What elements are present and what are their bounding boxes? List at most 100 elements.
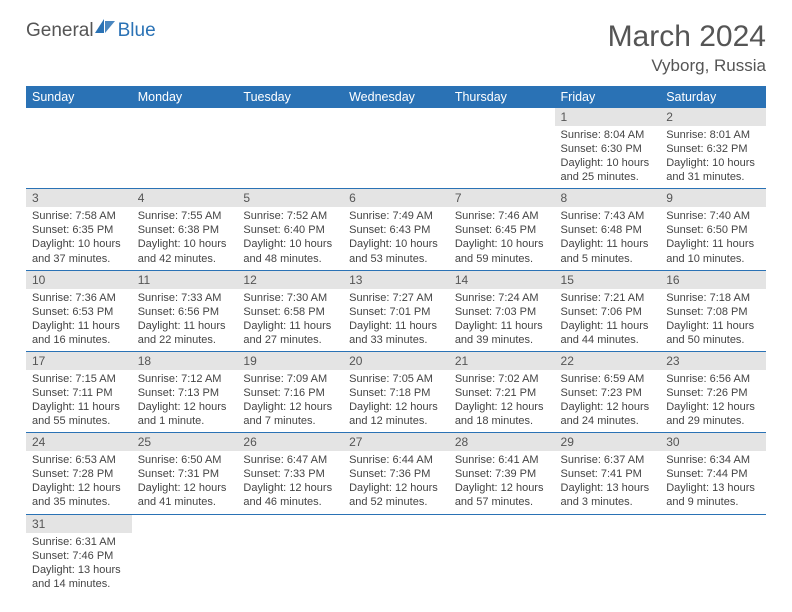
sunset-text: Sunset: 7:08 PM	[666, 305, 760, 319]
weekday-thursday: Thursday	[449, 86, 555, 108]
logo: General Blue	[26, 20, 156, 42]
day-number: 25	[132, 433, 238, 451]
calendar-cell: 19Sunrise: 7:09 AMSunset: 7:16 PMDayligh…	[237, 351, 343, 432]
daylight-text: Daylight: 12 hours and 12 minutes.	[349, 400, 443, 428]
calendar-row: 17Sunrise: 7:15 AMSunset: 7:11 PMDayligh…	[26, 351, 766, 432]
sunset-text: Sunset: 7:01 PM	[349, 305, 443, 319]
sunrise-text: Sunrise: 6:47 AM	[243, 453, 337, 467]
day-number: 17	[26, 352, 132, 370]
sunset-text: Sunset: 7:13 PM	[138, 386, 232, 400]
day-number: 24	[26, 433, 132, 451]
daylight-text: Daylight: 10 hours and 37 minutes.	[32, 237, 126, 265]
day-info: Sunrise: 7:09 AMSunset: 7:16 PMDaylight:…	[237, 370, 343, 432]
day-info: Sunrise: 6:44 AMSunset: 7:36 PMDaylight:…	[343, 451, 449, 513]
day-number: 19	[237, 352, 343, 370]
sunset-text: Sunset: 7:23 PM	[561, 386, 655, 400]
calendar-cell: 26Sunrise: 6:47 AMSunset: 7:33 PMDayligh…	[237, 433, 343, 514]
day-info: Sunrise: 6:41 AMSunset: 7:39 PMDaylight:…	[449, 451, 555, 513]
daylight-text: Daylight: 10 hours and 31 minutes.	[666, 156, 760, 184]
day-info: Sunrise: 7:58 AMSunset: 6:35 PMDaylight:…	[26, 207, 132, 269]
calendar-cell: 28Sunrise: 6:41 AMSunset: 7:39 PMDayligh…	[449, 433, 555, 514]
sunrise-text: Sunrise: 7:12 AM	[138, 372, 232, 386]
sunrise-text: Sunrise: 8:01 AM	[666, 128, 760, 142]
day-number: 5	[237, 189, 343, 207]
daylight-text: Daylight: 11 hours and 16 minutes.	[32, 319, 126, 347]
calendar-cell: 31Sunrise: 6:31 AMSunset: 7:46 PMDayligh…	[26, 514, 132, 595]
day-number: 15	[555, 271, 661, 289]
sunrise-text: Sunrise: 6:59 AM	[561, 372, 655, 386]
sunset-text: Sunset: 6:53 PM	[32, 305, 126, 319]
calendar-cell: 21Sunrise: 7:02 AMSunset: 7:21 PMDayligh…	[449, 351, 555, 432]
sunset-text: Sunset: 6:58 PM	[243, 305, 337, 319]
sunrise-text: Sunrise: 7:30 AM	[243, 291, 337, 305]
sunset-text: Sunset: 7:36 PM	[349, 467, 443, 481]
day-info: Sunrise: 7:18 AMSunset: 7:08 PMDaylight:…	[660, 289, 766, 351]
daylight-text: Daylight: 10 hours and 42 minutes.	[138, 237, 232, 265]
sunrise-text: Sunrise: 7:15 AM	[32, 372, 126, 386]
daylight-text: Daylight: 12 hours and 1 minute.	[138, 400, 232, 428]
day-number: 13	[343, 271, 449, 289]
day-number: 7	[449, 189, 555, 207]
logo-text-general: General	[26, 20, 94, 42]
daylight-text: Daylight: 10 hours and 53 minutes.	[349, 237, 443, 265]
calendar-cell: 15Sunrise: 7:21 AMSunset: 7:06 PMDayligh…	[555, 270, 661, 351]
page-title: March 2024	[608, 20, 766, 54]
day-number: 8	[555, 189, 661, 207]
sunset-text: Sunset: 7:16 PM	[243, 386, 337, 400]
daylight-text: Daylight: 12 hours and 46 minutes.	[243, 481, 337, 509]
day-info: Sunrise: 7:36 AMSunset: 6:53 PMDaylight:…	[26, 289, 132, 351]
sunrise-text: Sunrise: 7:18 AM	[666, 291, 760, 305]
calendar-cell: 24Sunrise: 6:53 AMSunset: 7:28 PMDayligh…	[26, 433, 132, 514]
calendar-cell: 12Sunrise: 7:30 AMSunset: 6:58 PMDayligh…	[237, 270, 343, 351]
weekday-wednesday: Wednesday	[343, 86, 449, 108]
calendar-row: 10Sunrise: 7:36 AMSunset: 6:53 PMDayligh…	[26, 270, 766, 351]
sunrise-text: Sunrise: 6:31 AM	[32, 535, 126, 549]
day-number: 26	[237, 433, 343, 451]
day-info: Sunrise: 7:02 AMSunset: 7:21 PMDaylight:…	[449, 370, 555, 432]
day-number: 18	[132, 352, 238, 370]
calendar-cell: 1Sunrise: 8:04 AMSunset: 6:30 PMDaylight…	[555, 108, 661, 189]
daylight-text: Daylight: 12 hours and 41 minutes.	[138, 481, 232, 509]
day-info: Sunrise: 7:49 AMSunset: 6:43 PMDaylight:…	[343, 207, 449, 269]
sunrise-text: Sunrise: 6:50 AM	[138, 453, 232, 467]
day-number: 1	[555, 108, 661, 126]
daylight-text: Daylight: 11 hours and 27 minutes.	[243, 319, 337, 347]
sunrise-text: Sunrise: 6:37 AM	[561, 453, 655, 467]
sunrise-text: Sunrise: 7:21 AM	[561, 291, 655, 305]
calendar-cell: 20Sunrise: 7:05 AMSunset: 7:18 PMDayligh…	[343, 351, 449, 432]
sunrise-text: Sunrise: 7:49 AM	[349, 209, 443, 223]
calendar-cell: 25Sunrise: 6:50 AMSunset: 7:31 PMDayligh…	[132, 433, 238, 514]
day-number: 3	[26, 189, 132, 207]
calendar-cell: 8Sunrise: 7:43 AMSunset: 6:48 PMDaylight…	[555, 189, 661, 270]
sunrise-text: Sunrise: 6:53 AM	[32, 453, 126, 467]
day-info: Sunrise: 6:34 AMSunset: 7:44 PMDaylight:…	[660, 451, 766, 513]
sunrise-text: Sunrise: 7:43 AM	[561, 209, 655, 223]
daylight-text: Daylight: 13 hours and 9 minutes.	[666, 481, 760, 509]
calendar-cell: 5Sunrise: 7:52 AMSunset: 6:40 PMDaylight…	[237, 189, 343, 270]
calendar-cell	[343, 514, 449, 595]
daylight-text: Daylight: 12 hours and 29 minutes.	[666, 400, 760, 428]
day-info: Sunrise: 6:31 AMSunset: 7:46 PMDaylight:…	[26, 533, 132, 595]
sunrise-text: Sunrise: 7:02 AM	[455, 372, 549, 386]
sunset-text: Sunset: 6:50 PM	[666, 223, 760, 237]
day-number: 6	[343, 189, 449, 207]
day-info: Sunrise: 7:15 AMSunset: 7:11 PMDaylight:…	[26, 370, 132, 432]
sunrise-text: Sunrise: 7:36 AM	[32, 291, 126, 305]
day-info: Sunrise: 7:43 AMSunset: 6:48 PMDaylight:…	[555, 207, 661, 269]
day-info: Sunrise: 6:56 AMSunset: 7:26 PMDaylight:…	[660, 370, 766, 432]
daylight-text: Daylight: 12 hours and 35 minutes.	[32, 481, 126, 509]
sunset-text: Sunset: 7:18 PM	[349, 386, 443, 400]
sunrise-text: Sunrise: 7:33 AM	[138, 291, 232, 305]
weekday-saturday: Saturday	[660, 86, 766, 108]
calendar-cell: 4Sunrise: 7:55 AMSunset: 6:38 PMDaylight…	[132, 189, 238, 270]
calendar-cell	[132, 108, 238, 189]
daylight-text: Daylight: 10 hours and 48 minutes.	[243, 237, 337, 265]
calendar-table: Sunday Monday Tuesday Wednesday Thursday…	[26, 86, 766, 595]
daylight-text: Daylight: 11 hours and 22 minutes.	[138, 319, 232, 347]
sunset-text: Sunset: 6:32 PM	[666, 142, 760, 156]
day-number: 22	[555, 352, 661, 370]
day-number: 4	[132, 189, 238, 207]
calendar-row: 24Sunrise: 6:53 AMSunset: 7:28 PMDayligh…	[26, 433, 766, 514]
logo-text-blue: Blue	[118, 20, 156, 42]
day-info: Sunrise: 7:40 AMSunset: 6:50 PMDaylight:…	[660, 207, 766, 269]
